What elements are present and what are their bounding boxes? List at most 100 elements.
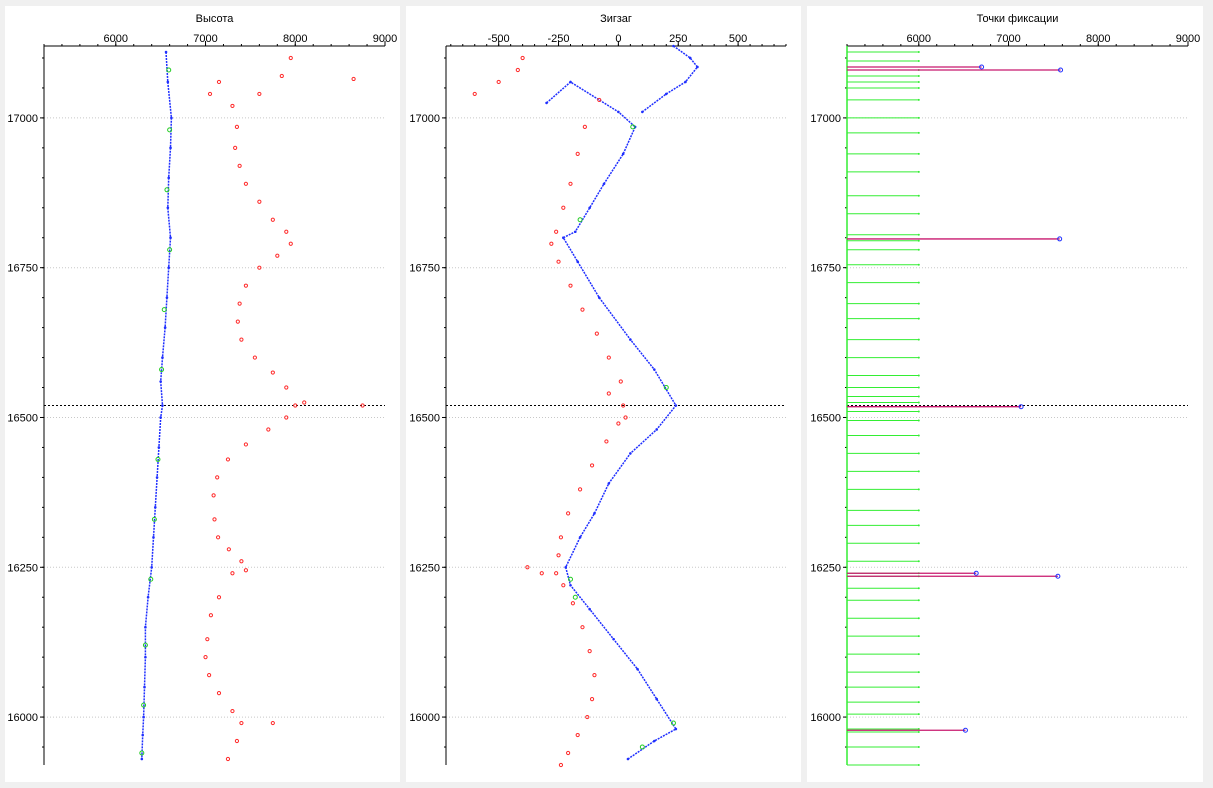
data-point-red <box>558 762 564 768</box>
fixation-point-green <box>917 50 920 53</box>
data-point-red <box>575 732 580 738</box>
data-point-red <box>270 370 275 375</box>
data-point-red <box>270 720 275 726</box>
fixation-point-green <box>917 599 920 602</box>
data-point-red <box>589 463 595 468</box>
data-point-red <box>243 181 249 186</box>
fixation-point-green <box>917 374 920 377</box>
y-tick-label: 16250 <box>409 562 440 574</box>
fixation-point-green <box>917 701 920 704</box>
fixation-point-green <box>917 239 920 242</box>
data-point-red <box>284 229 289 234</box>
data-point-red <box>360 403 365 408</box>
data-point-blue <box>641 110 644 114</box>
data-point-blue <box>674 727 678 731</box>
data-point-red <box>257 265 262 270</box>
fixation-point-green <box>917 212 920 215</box>
x-tick-label: 8000 <box>283 33 307 45</box>
fixation-point-green <box>917 542 920 545</box>
data-point-blue <box>144 655 147 659</box>
data-point-red <box>243 442 249 447</box>
fixation-point-green <box>917 746 920 749</box>
data-point-blue <box>653 739 656 743</box>
data-point-green <box>141 702 147 708</box>
data-point-red <box>549 241 554 246</box>
data-point-red <box>284 415 289 420</box>
data-point-blue <box>564 565 568 569</box>
data-point-red <box>594 331 599 336</box>
y-tick-label: 16750 <box>7 263 38 275</box>
data-point-green <box>577 217 583 223</box>
fixation-point-green <box>917 560 920 563</box>
y-tick-label: 17000 <box>810 113 841 125</box>
data-point-red <box>556 259 561 264</box>
data-point-red <box>233 145 238 150</box>
data-point-red <box>288 241 293 246</box>
fixation-point-green <box>917 74 920 77</box>
data-point-red <box>216 595 222 600</box>
data-point-red <box>257 91 262 97</box>
data-point-red <box>302 400 307 405</box>
data-point-red <box>592 673 597 678</box>
y-tick-label: 17000 <box>7 113 38 125</box>
data-point-blue <box>576 260 579 264</box>
data-point-green <box>167 247 173 253</box>
data-point-blue <box>142 715 145 719</box>
fixation-point-magenta <box>979 64 985 70</box>
data-point-red <box>239 559 244 564</box>
data-point-blue <box>593 512 596 515</box>
chart-panel-height: Высота 16000 16250 16500 16750 17000 6000 7000 8… <box>5 6 400 782</box>
fixation-point-green <box>917 338 920 341</box>
x-tick-label: -250 <box>548 33 570 45</box>
data-point-red <box>230 103 235 109</box>
data-point-red <box>520 55 525 61</box>
fixation-point-green <box>917 116 920 119</box>
fixation-point-green <box>917 587 920 590</box>
panel-background <box>807 6 1203 782</box>
data-point-green <box>670 720 676 726</box>
series-blue-line <box>546 81 677 760</box>
data-point-blue <box>597 296 601 299</box>
fixation-point-green <box>917 524 920 527</box>
data-point-blue <box>655 697 659 701</box>
fixation-point-green <box>917 86 920 89</box>
x-tick-label: 9000 <box>1176 33 1200 45</box>
data-point-red <box>515 67 520 73</box>
fixation-point-magenta <box>962 727 968 733</box>
chart-title: Точки фиксации <box>977 13 1059 25</box>
data-point-green <box>139 750 145 756</box>
fixation-point-green <box>917 233 920 236</box>
fixation-point-green <box>917 59 920 62</box>
data-point-blue <box>629 338 632 341</box>
fixation-point-green <box>917 386 920 389</box>
data-point-red <box>230 571 235 576</box>
data-point-red <box>243 568 249 573</box>
panel-background <box>5 6 400 782</box>
y-tick-label: 16750 <box>810 263 841 275</box>
data-point-red <box>587 649 592 654</box>
data-point-green <box>164 187 170 193</box>
data-point-red <box>237 163 242 168</box>
data-point-blue <box>166 206 170 210</box>
data-point-green <box>630 124 636 130</box>
data-point-blue <box>629 452 632 455</box>
x-tick-label: 7000 <box>193 33 217 45</box>
chart-panel-fixation: Точки фиксации 16000 16250 16500 16750 17000 6… <box>807 6 1203 782</box>
fixation-point-green <box>917 653 920 656</box>
data-point-blue <box>164 50 168 54</box>
series-blue-line <box>641 45 699 113</box>
data-point-blue <box>143 685 146 689</box>
data-point-green <box>639 744 645 750</box>
x-tick-label: 6000 <box>104 33 128 45</box>
data-point-blue <box>157 446 161 449</box>
fixation-point-magenta <box>1057 236 1063 242</box>
data-point-blue <box>602 182 606 186</box>
data-point-blue <box>664 92 668 96</box>
panel-background <box>406 6 801 782</box>
data-point-blue <box>655 428 659 431</box>
chart-title: Зигзаг <box>600 13 632 25</box>
data-point-blue <box>169 146 172 150</box>
data-point-blue <box>150 565 153 569</box>
data-point-green <box>142 642 148 648</box>
